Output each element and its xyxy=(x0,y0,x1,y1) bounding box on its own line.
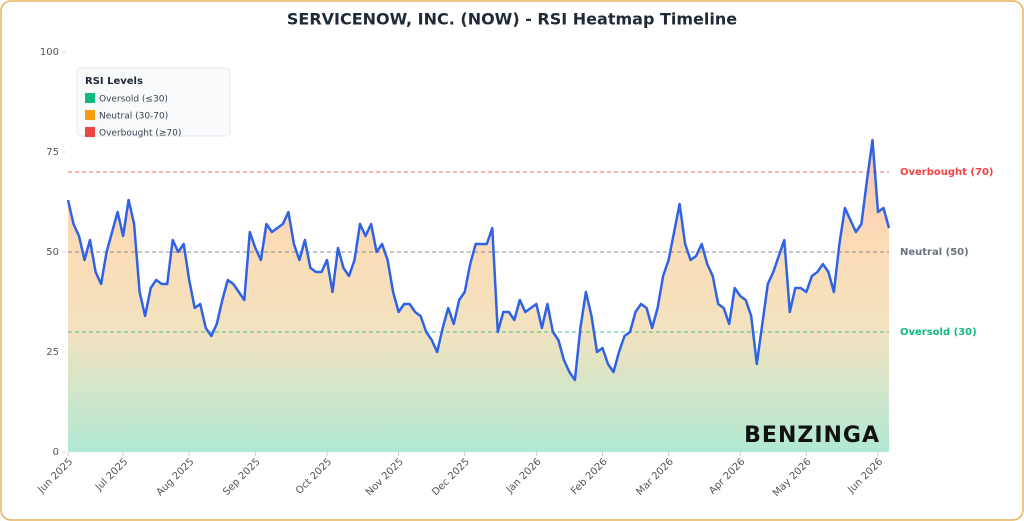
y-tick-label: 100 xyxy=(40,47,59,58)
legend-box xyxy=(76,67,231,137)
legend-label: Neutral (30-70) xyxy=(99,112,168,122)
area-fill xyxy=(68,140,889,452)
legend-title: RSI Levels xyxy=(85,76,143,87)
y-tick-label: 75 xyxy=(46,147,59,158)
watermark: BENZINGA xyxy=(744,423,880,448)
y-tick-label: 25 xyxy=(46,347,59,358)
y-tick-label: 0 xyxy=(53,447,59,458)
legend-swatch xyxy=(85,127,95,137)
legend-label: Overbought (≥70) xyxy=(99,129,181,139)
chart-title: SERVICENOW, INC. (NOW) - RSI Heatmap Tim… xyxy=(287,10,737,29)
legend-swatch xyxy=(85,110,95,120)
reference-label: Neutral (50) xyxy=(900,247,969,258)
reference-label: Oversold (30) xyxy=(900,327,977,338)
legend-swatch xyxy=(85,93,95,103)
legend-label: Oversold (≤30) xyxy=(99,95,168,105)
y-tick-label: 50 xyxy=(46,247,59,258)
reference-label: Overbought (70) xyxy=(900,167,993,178)
rsi-line xyxy=(66,138,891,382)
legend: RSI Levels Oversold (≤30) Neutral (30-70… xyxy=(76,67,231,139)
